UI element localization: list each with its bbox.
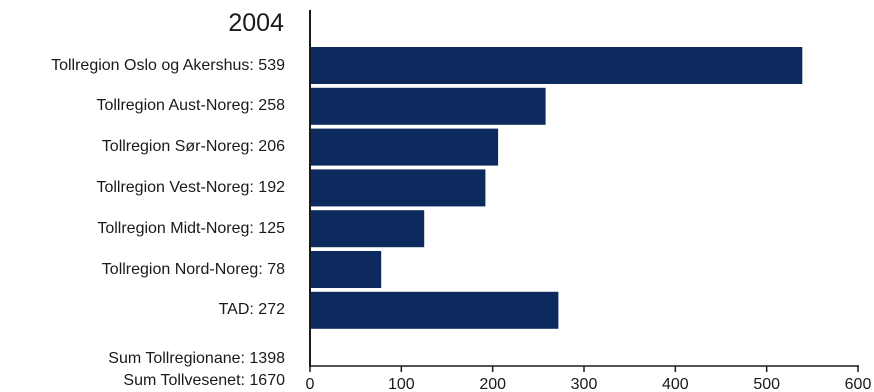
- x-tick-label-200: 200: [479, 376, 506, 392]
- bar-3: [310, 128, 499, 166]
- category-label-6: Tollregion Nord-Noreg: 78: [101, 260, 285, 278]
- x-tick-label-100: 100: [388, 376, 415, 392]
- x-tick-label-0: 0: [306, 376, 315, 392]
- bar-6: [310, 251, 382, 288]
- category-label-4: Tollregion Vest-Noreg: 192: [96, 178, 285, 196]
- bar-7: [310, 291, 559, 329]
- category-label-7: TAD: 272: [218, 301, 285, 319]
- sum-tollvesenet-label: Sum Tollvesenet: 1670: [123, 372, 285, 389]
- x-tick-label-600: 600: [845, 376, 872, 392]
- chart-title: 2004: [228, 9, 284, 37]
- category-label-3: Tollregion Sør-Noreg: 206: [101, 138, 285, 156]
- bar-1: [310, 47, 803, 84]
- category-label-1: Tollregion Oslo og Akershus: 539: [51, 56, 285, 74]
- sum-tollregionane-label: Sum Tollregionane: 1398: [108, 350, 285, 367]
- x-tick-label-500: 500: [753, 376, 780, 392]
- category-label-5: Tollregion Midt-Noreg: 125: [97, 219, 285, 237]
- bar-2: [310, 87, 546, 125]
- bar-4: [310, 169, 486, 207]
- category-label-2: Tollregion Aust-Noreg: 258: [96, 97, 285, 115]
- bar-5: [310, 210, 425, 248]
- x-tick-label-300: 300: [571, 376, 598, 392]
- x-tick-label-400: 400: [662, 376, 689, 392]
